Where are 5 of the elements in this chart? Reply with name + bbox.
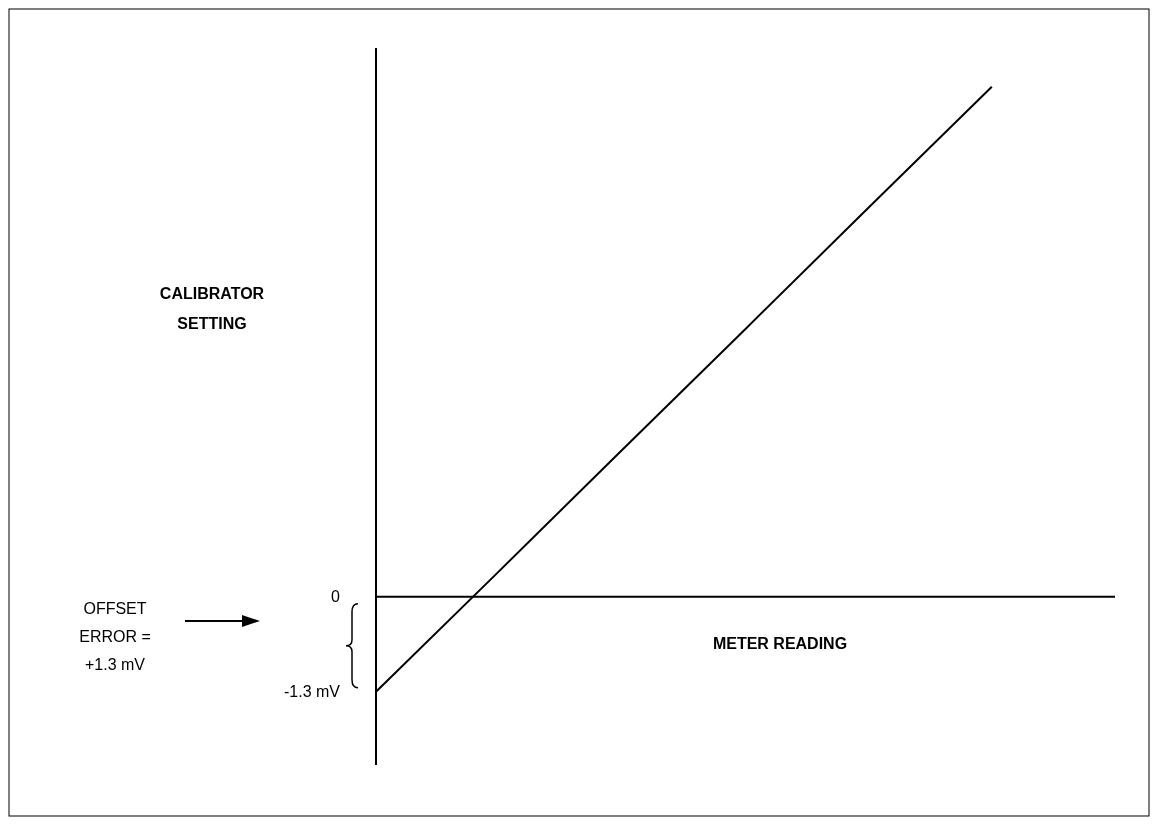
y-axis-title: CALIBRATOR SETTING [159, 285, 265, 332]
x-axis-title: METER READING [712, 635, 848, 652]
y-tick-label: 0 [331, 588, 341, 606]
text: OFFSET ERROR = +1.3 mV [79, 599, 151, 673]
y-tick-label: -1.3 mV [283, 683, 341, 701]
